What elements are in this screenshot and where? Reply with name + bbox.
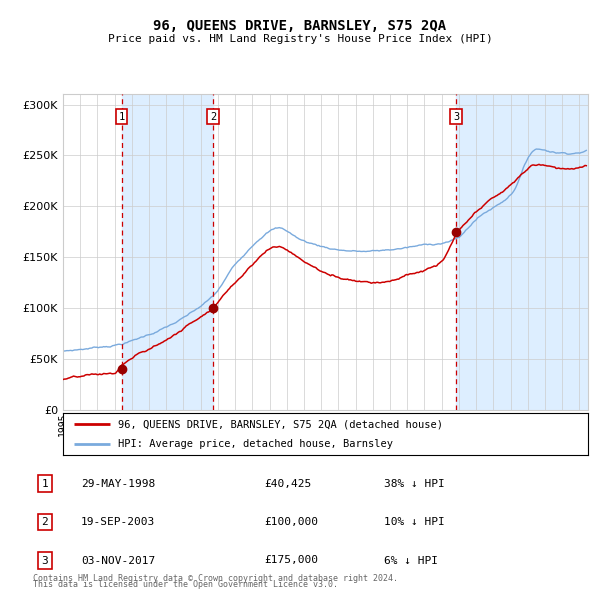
- Text: Contains HM Land Registry data © Crown copyright and database right 2024.: Contains HM Land Registry data © Crown c…: [33, 574, 398, 583]
- Text: £100,000: £100,000: [264, 517, 318, 527]
- Bar: [571, 94, 588, 410]
- Text: £40,425: £40,425: [264, 479, 311, 489]
- Bar: [122, 94, 213, 410]
- Text: 1: 1: [41, 479, 49, 489]
- Text: 96, QUEENS DRIVE, BARNSLEY, S75 2QA: 96, QUEENS DRIVE, BARNSLEY, S75 2QA: [154, 19, 446, 33]
- Text: Price paid vs. HM Land Registry's House Price Index (HPI): Price paid vs. HM Land Registry's House …: [107, 34, 493, 44]
- Text: 10% ↓ HPI: 10% ↓ HPI: [384, 517, 445, 527]
- Text: 3: 3: [453, 112, 459, 122]
- Text: 1: 1: [119, 112, 125, 122]
- Text: 6% ↓ HPI: 6% ↓ HPI: [384, 556, 438, 565]
- Text: 3: 3: [41, 556, 49, 565]
- Text: 2: 2: [210, 112, 216, 122]
- Text: £175,000: £175,000: [264, 556, 318, 565]
- Text: 96, QUEENS DRIVE, BARNSLEY, S75 2QA (detached house): 96, QUEENS DRIVE, BARNSLEY, S75 2QA (det…: [118, 419, 443, 430]
- Text: 29-MAY-1998: 29-MAY-1998: [81, 479, 155, 489]
- Text: This data is licensed under the Open Government Licence v3.0.: This data is licensed under the Open Gov…: [33, 581, 338, 589]
- Text: 38% ↓ HPI: 38% ↓ HPI: [384, 479, 445, 489]
- Text: 19-SEP-2003: 19-SEP-2003: [81, 517, 155, 527]
- Text: 2: 2: [41, 517, 49, 527]
- Text: HPI: Average price, detached house, Barnsley: HPI: Average price, detached house, Barn…: [118, 439, 393, 449]
- Bar: [456, 94, 588, 410]
- Text: 03-NOV-2017: 03-NOV-2017: [81, 556, 155, 565]
